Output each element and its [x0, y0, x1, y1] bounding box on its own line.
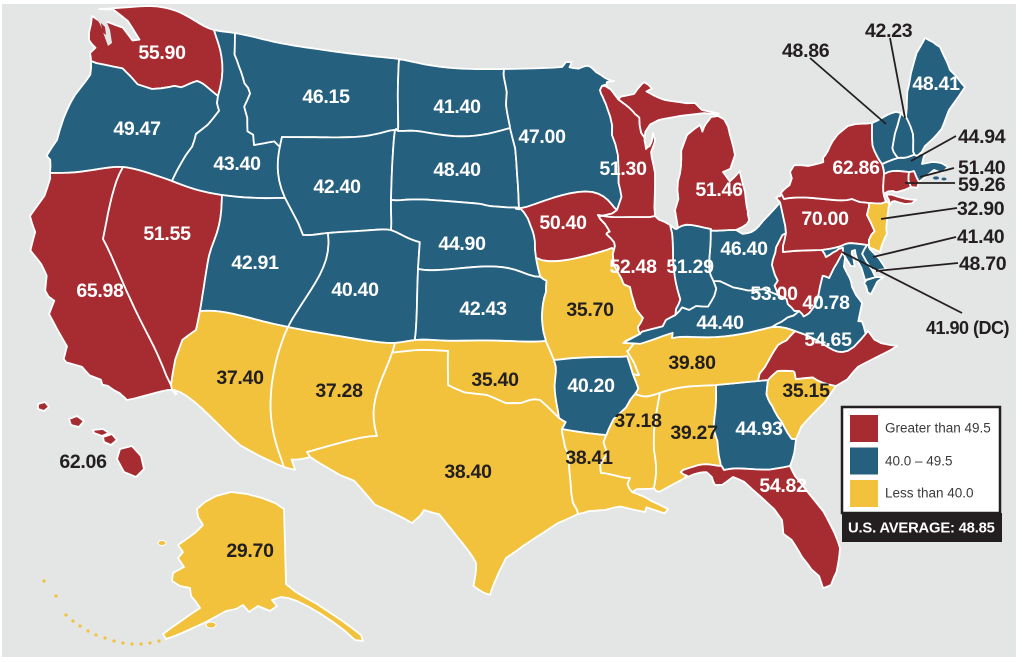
svg-text:40.0 – 49.5: 40.0 – 49.5: [885, 454, 953, 469]
svg-text:50.40: 50.40: [539, 212, 587, 234]
svg-text:42.91: 42.91: [231, 252, 279, 274]
svg-text:51.46: 51.46: [695, 179, 743, 201]
svg-text:38.40: 38.40: [444, 461, 492, 483]
svg-text:59.26: 59.26: [958, 174, 1006, 196]
svg-text:62.86: 62.86: [832, 157, 880, 179]
svg-text:44.90: 44.90: [438, 233, 486, 255]
svg-text:51.55: 51.55: [143, 223, 191, 245]
svg-text:48.40: 48.40: [433, 159, 481, 181]
svg-text:37.28: 37.28: [315, 380, 363, 402]
svg-text:48.70: 48.70: [959, 253, 1007, 275]
svg-text:49.47: 49.47: [113, 118, 160, 140]
svg-text:42.43: 42.43: [459, 298, 507, 320]
svg-text:51.40: 51.40: [958, 157, 1006, 179]
svg-text:44.40: 44.40: [696, 312, 744, 334]
svg-text:44.94: 44.94: [958, 126, 1006, 148]
svg-text:41.40: 41.40: [957, 226, 1005, 248]
svg-text:42.23: 42.23: [865, 20, 913, 42]
svg-text:54.82: 54.82: [759, 475, 807, 497]
svg-text:65.98: 65.98: [76, 280, 124, 302]
svg-text:42.40: 42.40: [313, 176, 361, 198]
svg-text:48.86: 48.86: [782, 40, 830, 62]
svg-text:35.70: 35.70: [566, 299, 614, 321]
svg-text:U.S. AVERAGE: 48.85: U.S. AVERAGE: 48.85: [848, 521, 995, 537]
svg-text:Less than 40.0: Less than 40.0: [885, 486, 974, 501]
svg-text:40.40: 40.40: [331, 279, 379, 301]
svg-text:40.78: 40.78: [802, 292, 850, 314]
svg-text:39.27: 39.27: [670, 422, 717, 444]
svg-text:29.70: 29.70: [226, 540, 274, 562]
svg-text:51.29: 51.29: [666, 256, 714, 278]
svg-text:35.15: 35.15: [782, 380, 830, 402]
svg-text:32.90: 32.90: [957, 198, 1005, 220]
svg-text:62.06: 62.06: [59, 451, 107, 473]
svg-text:46.40: 46.40: [720, 238, 768, 260]
svg-text:40.20: 40.20: [567, 375, 615, 397]
svg-text:55.90: 55.90: [138, 42, 186, 64]
svg-text:37.18: 37.18: [614, 410, 662, 432]
svg-text:47.00: 47.00: [518, 126, 566, 148]
svg-text:Greater than 49.5: Greater than 49.5: [885, 421, 991, 436]
svg-text:41.90 (DC): 41.90 (DC): [926, 318, 1010, 338]
svg-text:38.41: 38.41: [565, 447, 613, 469]
svg-text:51.30: 51.30: [599, 158, 647, 180]
svg-text:44.93: 44.93: [735, 418, 783, 440]
svg-text:41.40: 41.40: [433, 96, 481, 118]
svg-text:39.80: 39.80: [668, 352, 716, 374]
svg-text:35.40: 35.40: [471, 369, 519, 391]
svg-text:37.40: 37.40: [216, 367, 264, 389]
svg-text:70.00: 70.00: [801, 208, 849, 230]
svg-text:48.41: 48.41: [912, 73, 960, 95]
svg-text:46.15: 46.15: [302, 86, 350, 108]
svg-text:53.00: 53.00: [750, 283, 798, 305]
svg-text:54.65: 54.65: [804, 329, 852, 351]
svg-text:52.48: 52.48: [609, 256, 657, 278]
svg-text:43.40: 43.40: [213, 153, 261, 175]
